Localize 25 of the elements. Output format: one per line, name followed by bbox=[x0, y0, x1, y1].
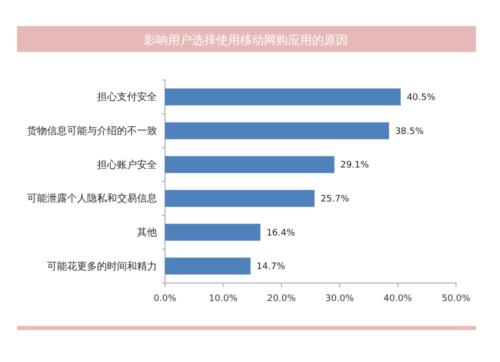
y-tick-label: 可能花更多的时间和精力 bbox=[47, 260, 157, 272]
bar bbox=[165, 88, 401, 106]
y-tick-label: 可能泄露个人隐私和交易信息 bbox=[27, 192, 157, 205]
bar bbox=[165, 224, 260, 241]
data-label: 14.7% bbox=[256, 262, 286, 272]
x-tick-label: 0.0% bbox=[154, 294, 177, 304]
data-label: 25.7% bbox=[320, 194, 350, 205]
x-tick-label: 20.0% bbox=[267, 294, 296, 304]
data-label: 16.4% bbox=[266, 228, 296, 238]
bar bbox=[165, 122, 390, 140]
x-tick-label: 50.0% bbox=[442, 294, 471, 304]
x-tick-label: 30.0% bbox=[325, 294, 354, 304]
x-tick-label: 40.0% bbox=[384, 294, 413, 304]
y-tick-label: 其他 bbox=[137, 226, 157, 238]
data-label: 40.5% bbox=[406, 93, 436, 104]
y-tick-label: 担心支付安全 bbox=[97, 91, 157, 104]
chart-title: 影响用户选择使用移动网购应用的原因 bbox=[144, 33, 348, 47]
x-tick-label: 10.0% bbox=[208, 294, 238, 304]
bar bbox=[165, 156, 334, 174]
y-tick-label: 担心账户安全 bbox=[97, 158, 157, 171]
data-label: 38.5% bbox=[395, 126, 424, 137]
y-tick-label: 货物信息可能与介绍的不一致 bbox=[27, 124, 157, 137]
bar bbox=[165, 190, 315, 207]
bar bbox=[165, 258, 251, 275]
data-label: 29.1% bbox=[340, 160, 370, 171]
